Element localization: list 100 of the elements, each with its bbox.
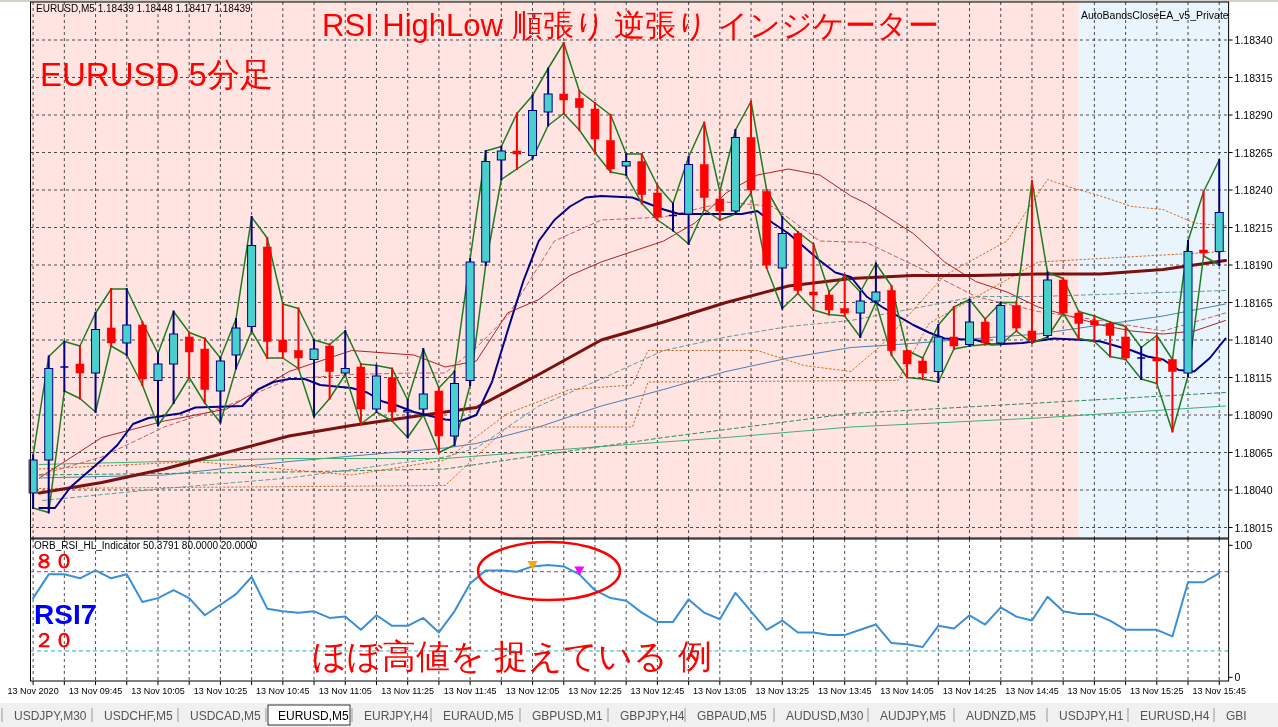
candlestick <box>824 291 834 316</box>
x-tick-label: 13 Nov 15:45 <box>1192 686 1247 696</box>
x-tick-label: 13 Nov 13:45 <box>817 686 872 696</box>
candlestick <box>918 357 927 380</box>
candlestick <box>122 288 132 356</box>
y-tick-label: 100 <box>1234 539 1253 552</box>
ref-line-label: ８０ <box>34 549 74 572</box>
candlestick <box>809 243 818 311</box>
x-tick-label: 13 Nov 10:25 <box>193 686 248 696</box>
candlestick <box>340 330 350 376</box>
x-tick-label: 13 Nov 15:25 <box>1130 686 1184 696</box>
candlestick <box>871 262 881 304</box>
candlestick <box>653 184 662 221</box>
candlestick <box>1199 190 1208 257</box>
y-tick-label: 1.18140 <box>1234 334 1273 346</box>
candlestick <box>309 339 319 418</box>
candlestick <box>1136 346 1146 380</box>
x-tick-label: 13 Nov 10:45 <box>256 686 310 696</box>
annotation: EURUSD 5分足 <box>40 56 273 93</box>
x-tick-label: 13 Nov 11:05 <box>318 686 372 696</box>
candlestick <box>294 307 303 370</box>
x-tick-label: 13 Nov 14:45 <box>1005 686 1059 696</box>
annotation: ほぼ高値を 捉えている 例 <box>312 637 712 675</box>
candlestick <box>278 303 288 359</box>
x-tick-label: 13 Nov 12:05 <box>505 686 560 696</box>
text: AUDUSD,M30 <box>786 709 864 723</box>
y-tick-label: 1.18065 <box>1234 446 1273 459</box>
candlestick <box>855 291 865 338</box>
candlestick <box>949 306 959 350</box>
text: USDJPY,H1 <box>1059 709 1124 723</box>
y-tick-label: 1.18265 <box>1234 146 1273 159</box>
candlestick <box>840 274 849 317</box>
text: GBI <box>1226 709 1247 723</box>
text: AUDNZD,M5 <box>966 709 1037 723</box>
candlestick <box>512 112 522 170</box>
chart-subtitle: EURUSD,M5 1.18439 1.18448 1.18417 1.18439 <box>36 3 252 14</box>
candlestick <box>1168 358 1177 433</box>
y-tick-label: 1.18190 <box>1234 259 1273 271</box>
chart-subtitle: ORB_RSI_HL_Indicator 50.3791 80.0000 20.0000 <box>34 540 258 551</box>
line-series <box>41 290 1226 501</box>
text: USDCHF,M5 <box>104 709 173 723</box>
x-tick-label: 13 Nov 10:05 <box>131 686 185 696</box>
text: EURUSD,M5 <box>278 709 349 723</box>
y-tick-label: 1.18290 <box>1234 109 1273 121</box>
x-tick-label: 13 Nov 09:45 <box>68 686 123 696</box>
x-tick-label: 13 Nov 12:45 <box>630 686 685 696</box>
candlestick <box>496 145 506 181</box>
x-tick-label: 13 Nov 15:05 <box>1067 686 1122 696</box>
x-tick-label: 13 Nov 14:25 <box>942 686 997 696</box>
x-tick-label: 13 Nov 11:25 <box>381 686 435 696</box>
candlestick <box>575 90 584 131</box>
candlestick <box>1090 315 1099 343</box>
candlestick <box>715 190 725 221</box>
line-series <box>32 42 1220 457</box>
y-tick-label: 1.18340 <box>1234 34 1273 46</box>
candlestick <box>106 288 116 347</box>
text: GBPAUD,M5 <box>697 709 768 723</box>
text: EURUSD,H4 <box>1140 709 1210 723</box>
x-tick-label: 13 Nov 11:45 <box>443 686 497 696</box>
candlestick <box>153 352 163 427</box>
line-series <box>32 112 1220 514</box>
text: EURJPY,H4 <box>364 709 429 723</box>
x-tick-label: 13 Nov 13:05 <box>693 686 747 696</box>
text: GBPUSD,M1 <box>532 709 604 723</box>
ref-line-label: ２０ <box>34 628 74 651</box>
y-tick-label: 1.18090 <box>1234 409 1273 421</box>
x-tick-label: 13 Nov 2020 <box>7 686 59 696</box>
candlestick <box>1105 321 1115 358</box>
candlestick <box>1152 334 1162 385</box>
text: GBPJPY,H4 <box>620 709 685 723</box>
candlestick <box>1012 301 1021 332</box>
candlestick <box>980 318 990 346</box>
x-tick-label: 13 Nov 12:25 <box>568 686 622 696</box>
x-tick-label: 13 Nov 14:05 <box>880 686 934 696</box>
candlestick <box>75 345 85 400</box>
y-tick-label: 1.18215 <box>1234 221 1273 234</box>
candlestick <box>59 340 70 392</box>
y-tick-label: 1.18165 <box>1234 296 1273 309</box>
y-tick-label: 1.18015 <box>1234 521 1273 534</box>
y-tick-label: 0 <box>1234 671 1241 684</box>
text: EURAUD,M5 <box>443 709 514 723</box>
y-tick-label: 1.18040 <box>1234 484 1273 496</box>
candlestick <box>1121 325 1130 361</box>
chart-title: RSI HighLow 順張り 逆張り インジケーター <box>322 8 939 43</box>
candlestick <box>418 348 428 416</box>
candlestick <box>184 331 194 379</box>
candlestick <box>1027 180 1037 344</box>
candlestick <box>403 399 413 439</box>
candlestick <box>1074 310 1084 340</box>
y-tick-label: 1.18115 <box>1234 371 1272 384</box>
candlestick <box>543 67 553 127</box>
candlestick <box>559 42 568 115</box>
text: USDCAD,M5 <box>190 709 261 723</box>
text: USDJPY,M30 <box>14 709 87 723</box>
candlestick <box>902 349 912 379</box>
x-tick-label: 13 Nov 13:25 <box>755 686 810 696</box>
annotation: AutoBandsCloseEA_v5_Private <box>1081 9 1229 21</box>
text: AUDJPY,M5 <box>880 709 947 723</box>
annotation: RSI7 <box>34 599 97 630</box>
candlestick <box>965 298 975 347</box>
